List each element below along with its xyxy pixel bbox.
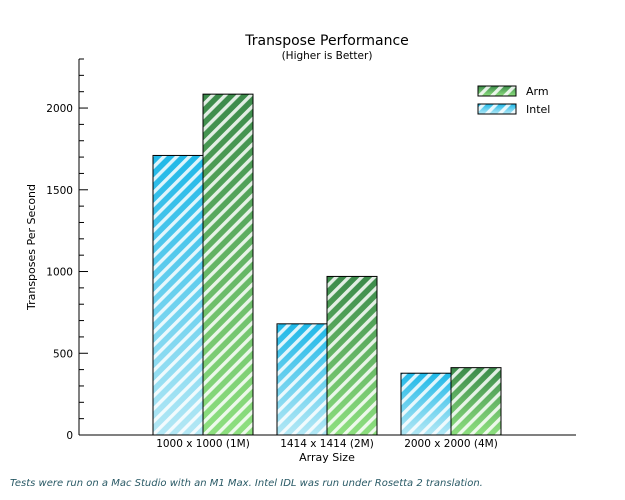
y-tick-label: 2000 [46,103,73,115]
legend: Arm Intel [477,85,550,116]
legend-label-arm: Arm [526,85,549,98]
bar-stripes-arm-2 [450,367,502,436]
bar-stripes-intel-0 [152,154,204,436]
legend-swatch-stripes-intel [477,103,517,115]
chart-subtitle: (Higher is Better) [282,50,373,62]
x-tick-label: 2000 x 2000 (4M) [404,438,498,450]
bar-stripes-intel-1 [276,323,328,436]
y-axis-label: Transposes Per Second [25,184,38,311]
bar-stripes-intel-2 [400,372,452,436]
bars-layer: 1000 x 1000 (1M) 1414 x 1414 (2M) 2000 x 2… [152,93,502,450]
bar-stripes-arm-0 [202,93,254,436]
axes-layer: 0 500 1000 1500 2000 [46,58,576,442]
x-tick-label: 1414 x 1414 (2M) [280,438,374,450]
x-axis-label: Array Size [299,451,355,464]
x-tick-label: 1000 x 1000 (1M) [156,438,250,450]
y-tick-label: 500 [53,348,73,360]
legend-swatch-stripes-arm [477,85,517,97]
y-tick-label: 1500 [46,185,73,197]
footnote: Tests were run on a Mac Studio with an M… [10,478,483,489]
bar-stripes-arm-1 [326,275,378,436]
legend-label-intel: Intel [526,103,550,116]
chart-title: Transpose Performance [244,33,409,49]
y-tick-label: 0 [66,430,73,442]
y-tick-label: 1000 [46,267,73,279]
